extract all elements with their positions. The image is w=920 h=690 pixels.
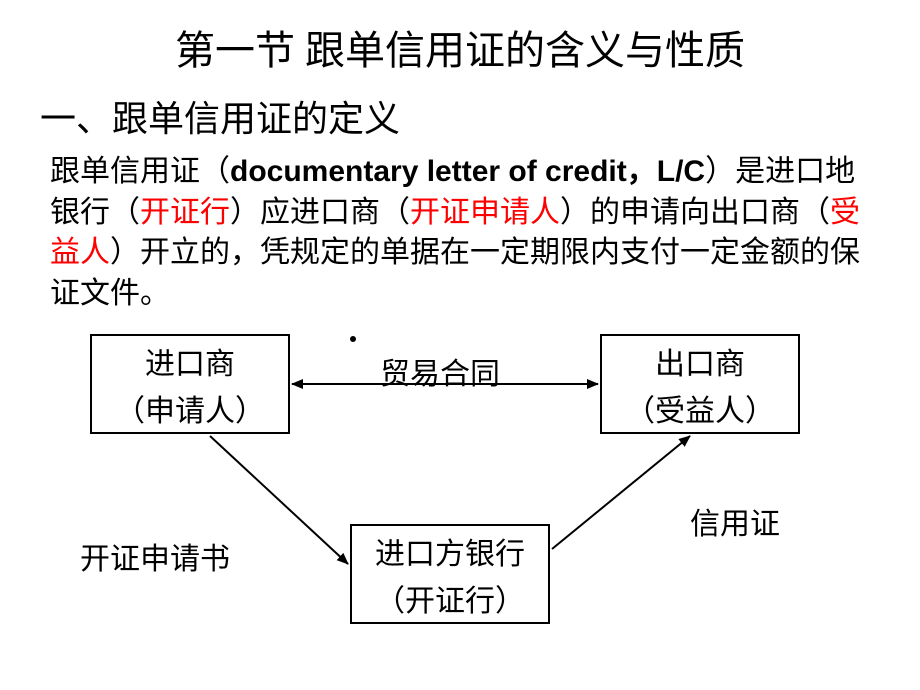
node-bank-line1: 进口方银行 xyxy=(352,532,548,579)
para-seg4: ）开立的，凭规定的单据在一定期限内支付一定金额的保证文件。 xyxy=(50,236,860,310)
node-bank-line2: （开证行） xyxy=(352,579,548,626)
node-importer: 进口商 （申请人） xyxy=(90,334,290,434)
para-prefix: 跟单信用证（ xyxy=(50,155,230,188)
node-importer-line1: 进口商 xyxy=(92,342,288,389)
lc-flowchart: 进口商 （申请人） 出口商 （受益人） 进口方银行 （开证行） 贸易合同 开证申… xyxy=(0,324,920,684)
node-exporter: 出口商 （受益人） xyxy=(600,334,800,434)
para-red2: 开证申请人 xyxy=(410,196,560,229)
para-seg2: ）应进口商（ xyxy=(230,196,410,229)
node-importer-line2: （申请人） xyxy=(92,389,288,436)
node-bank: 进口方银行 （开证行） xyxy=(350,524,550,624)
page-title: 第一节 跟单信用证的含义与性质 xyxy=(0,0,920,76)
para-seg3: ）的申请向出口商（ xyxy=(560,196,830,229)
node-exporter-line1: 出口商 xyxy=(602,342,798,389)
section-subtitle: 一、跟单信用证的定义 xyxy=(0,76,920,142)
node-exporter-line2: （受益人） xyxy=(602,389,798,436)
para-red1: 开证行 xyxy=(140,196,230,229)
edge-label-lc: 信用证 xyxy=(690,499,780,543)
decorative-dot xyxy=(350,336,356,342)
definition-paragraph: 跟单信用证（documentary letter of credit，L/C）是… xyxy=(0,142,920,314)
edge-label-application: 开证申请书 xyxy=(80,534,230,578)
para-english: documentary letter of credit，L/C xyxy=(230,155,705,188)
edge-label-contract: 贸易合同 xyxy=(380,349,500,393)
